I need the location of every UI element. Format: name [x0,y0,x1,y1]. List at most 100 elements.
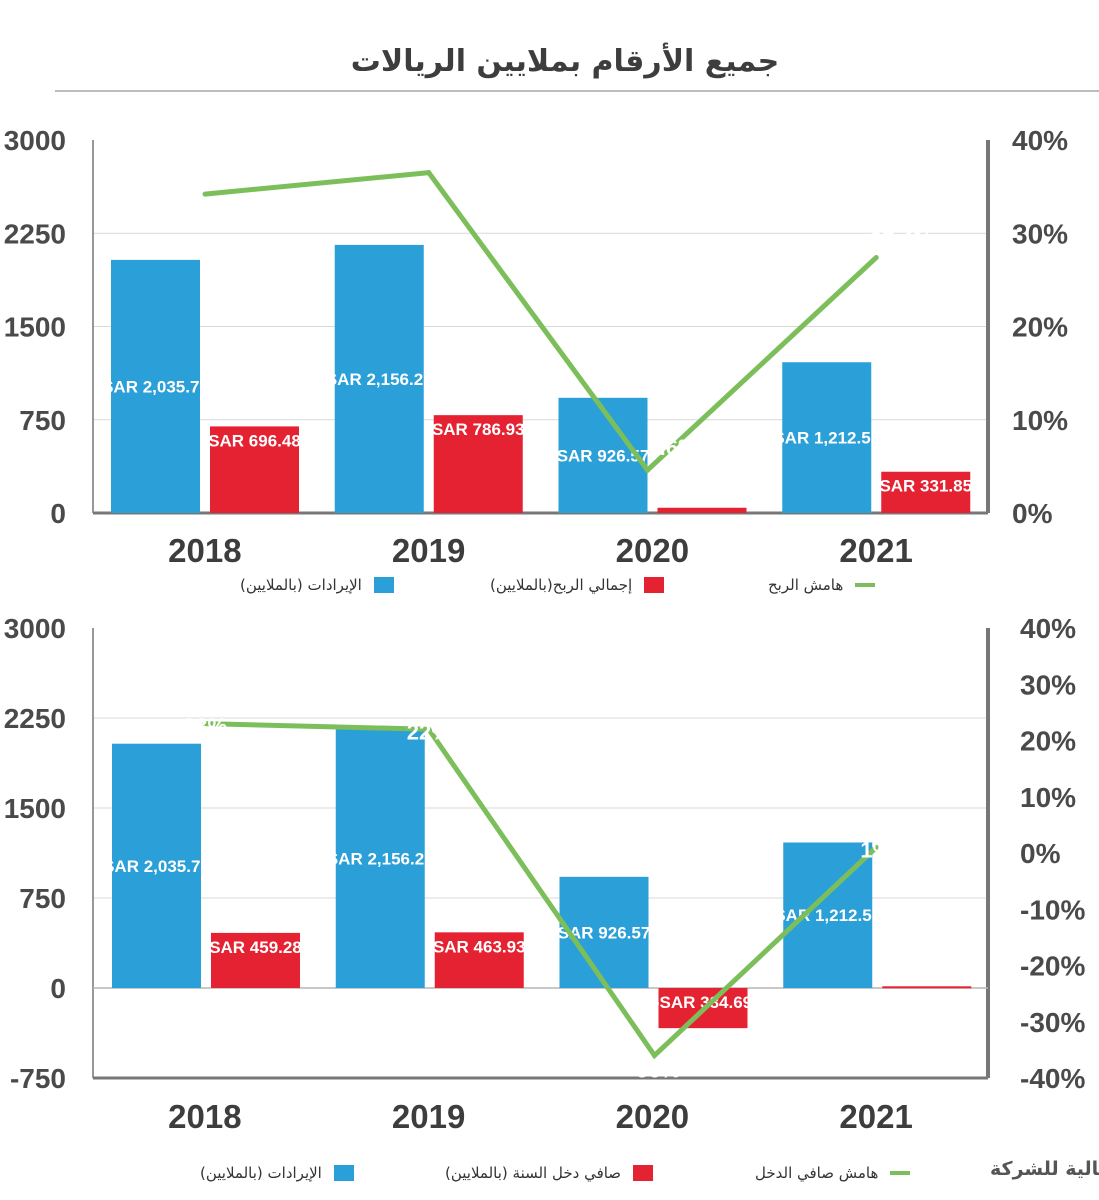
c2-y2-tick: -20% [1020,951,1085,982]
c1-y2-tick: 0% [1012,498,1053,529]
c2-category-label: 2020 [616,1098,689,1135]
c2-profit-label: SAR 463.93 [433,937,526,956]
c1-y-tick: 0 [50,498,66,529]
c1-profit-label: SAR 331.85 [879,477,972,496]
c2-y2-tick: -40% [1020,1063,1085,1094]
c2-revenue-label: SAR 1,212.51 [774,906,881,925]
c1-margin-label: 4.6% [647,435,697,460]
c1-revenue-bar [782,362,872,513]
c1-profit-label: SAR 42.23 [660,489,743,508]
c2-margin-point [652,1053,657,1058]
legend-item-margin-1: هامش الربح [768,572,876,598]
title-divider [55,90,1099,92]
c1-y-tick: 3000 [4,125,66,156]
c2-y-tick: 3000 [4,613,66,644]
c2-profit-label: -SAR 334.69 [654,993,752,1012]
c2-revenue-bar [559,876,649,988]
c1-y2-tick: 40% [1012,125,1068,156]
c2-profit-bar [211,932,300,988]
c2-profit-bar [434,932,524,988]
c1-margin-point [645,467,650,473]
c2-margin-point [202,721,208,727]
c2-margin-point [873,844,879,850]
c2-y2-tick: 30% [1020,669,1076,700]
c2-category-label: 2019 [392,1098,465,1135]
c2-y-tick: 0 [50,973,66,1004]
c1-revenue-label: SAR 2,035.76 [102,377,209,396]
c1-revenue-bar [111,259,200,513]
legend-item-profit-1: إجمالي الربح(بالملايين) [490,572,665,598]
c1-margin-label: 27.4% [870,227,932,252]
legend-label-margin-2: هامش صافي الدخل [755,1164,879,1182]
c2-revenue-bar [112,743,201,988]
c2-margin-label: -36% [629,1058,680,1083]
c2-y2-tick: 20% [1020,726,1076,757]
c2-revenue-bar [335,729,425,988]
legend-label-revenue-1: الإيرادات (بالملايين) [240,576,362,594]
c2-margin-label: 1% [860,837,892,862]
c2-margin-label: 22% [407,719,451,744]
c1-y2-tick: 30% [1012,218,1068,249]
c1-revenue-label: SAR 1,212.51 [773,429,880,448]
c2-revenue-label: SAR 2,035.76 [103,857,210,876]
c1-revenue-label: SAR 926.57 [557,446,650,465]
legend-item-revenue-1: الإيرادات (بالملايين) [240,572,394,598]
c2-y2-tick: -10% [1020,894,1085,925]
page-title: جميع الأرقام بملايين الريالات [350,44,780,79]
c2-category-label: 2021 [839,1098,912,1135]
c1-profit-label: SAR 696.48 [208,431,301,450]
legend-swatch-revenue-2 [333,1165,354,1181]
c1-revenue-bar [334,244,424,514]
c2-category-label: 2018 [168,1098,241,1135]
c1-y2-tick: 10% [1012,405,1068,436]
c1-margin-label: 34.2% [199,164,261,189]
c2-margin-point [426,726,432,732]
legend-swatch-margin-1 [855,583,876,587]
c1-y-tick: 2250 [4,218,66,249]
c1-profit-label: SAR 786.93 [432,420,525,439]
c1-y-tick: 750 [19,405,66,436]
c1-profit-bar [881,471,971,513]
legend-label-profit-2: صافي دخل السنة (بالملايين) [445,1164,622,1182]
legend-item-revenue-2: الإيرادات (بالملايين) [200,1160,354,1186]
c2-profit-label: SAR 459.28 [209,938,302,957]
c1-y2-tick: 20% [1012,312,1068,343]
c2-margin-line [204,721,878,1060]
c1-revenue-label: SAR 2,156.27 [326,370,433,389]
legend-swatch-profit-2 [633,1165,654,1181]
c1-profit-bar [210,426,299,513]
c2-profit-bar [882,986,972,989]
c1-margin-line [204,170,878,474]
c1-revenue-bar [558,397,648,513]
gross-profit-chart: 3000 2250 1500 750 0 40% 30% 20% 10% 0% SAR 2,035.… [4,125,1068,569]
legend-item-margin-2: هامش صافي الدخل [755,1160,911,1186]
legend-label-margin-1: هامش الربح [768,576,844,594]
c2-revenue-label: SAR 2,156.27 [327,850,434,869]
c2-y-tick: 750 [19,883,66,914]
c1-margin-point [202,191,208,197]
legend-swatch-margin-2 [890,1171,911,1175]
c1-margin-point [873,254,879,260]
c1-category-label: 2021 [839,532,912,569]
legend-label-profit-1: إجمالي الربح(بالملايين) [490,576,633,594]
c2-y2-tick: 40% [1020,613,1076,644]
legend-label-revenue-2: الإيرادات (بالملايين) [200,1164,322,1182]
legend-item-profit-2: صافي دخل السنة (بالملايين) [445,1160,654,1186]
c1-category-label: 2019 [392,532,465,569]
c1-profit-bar [657,507,747,513]
c1-y-tick: 1500 [4,312,66,343]
c2-margin-label: 23% [183,714,227,739]
c2-profit-label: SAR 14.06 [885,967,968,986]
c2-y2-tick: 0% [1020,838,1061,869]
c2-revenue-label: SAR 926.57 [558,923,651,942]
c1-category-label: 2018 [168,532,241,569]
c2-y2-tick: -30% [1020,1007,1085,1038]
c1-margin-label: 36.5% [423,143,485,168]
legend-swatch-revenue-1 [373,577,394,593]
c1-profit-bar [433,415,523,513]
c2-y-tick: -750 [10,1063,66,1094]
c2-y-tick: 2250 [4,703,66,734]
c2-y-tick: 1500 [4,793,66,824]
